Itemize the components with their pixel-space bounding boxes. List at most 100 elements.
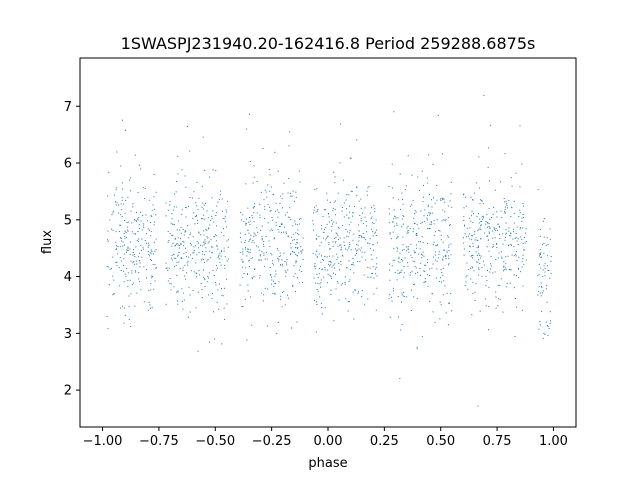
data-point	[201, 245, 203, 247]
data-point	[141, 229, 143, 231]
data-point	[407, 230, 409, 232]
data-point	[283, 290, 285, 292]
data-point	[204, 254, 206, 256]
data-point	[298, 234, 300, 236]
data-point	[389, 263, 391, 265]
data-point	[522, 258, 524, 260]
data-point	[396, 224, 398, 226]
data-point	[128, 306, 130, 308]
data-point	[404, 257, 406, 259]
data-point	[285, 271, 287, 273]
data-point	[519, 228, 521, 230]
data-point	[217, 267, 219, 269]
data-point	[252, 207, 254, 209]
data-point	[417, 176, 419, 178]
data-point	[111, 228, 113, 230]
data-point	[213, 311, 214, 313]
data-point	[469, 227, 471, 229]
data-point	[542, 244, 544, 246]
data-point	[209, 224, 211, 226]
data-point	[193, 271, 195, 273]
data-point	[296, 321, 298, 323]
data-point	[549, 311, 551, 313]
data-point	[273, 238, 275, 240]
data-point	[167, 269, 169, 271]
data-point	[167, 231, 169, 233]
data-point	[198, 231, 200, 233]
data-point	[119, 224, 121, 226]
data-point	[326, 192, 328, 194]
data-point	[240, 241, 242, 243]
data-point	[152, 253, 154, 255]
data-point	[504, 236, 506, 238]
data-point	[215, 282, 217, 284]
data-point	[241, 306, 243, 308]
data-point	[423, 270, 425, 272]
data-point	[264, 287, 266, 289]
data-point	[488, 208, 490, 210]
data-point	[348, 232, 350, 234]
data-point	[189, 311, 191, 313]
data-point	[219, 252, 221, 254]
data-point	[467, 288, 469, 290]
data-point	[499, 233, 501, 235]
data-point	[337, 226, 339, 228]
data-point	[130, 177, 132, 179]
data-point	[367, 242, 369, 244]
data-point	[502, 311, 504, 313]
data-point	[241, 259, 243, 261]
data-point	[118, 267, 120, 269]
data-point	[178, 261, 180, 263]
data-point	[424, 270, 426, 272]
data-point	[389, 316, 391, 318]
data-point	[332, 207, 334, 209]
data-point	[486, 235, 488, 237]
data-point	[519, 125, 521, 127]
data-point	[348, 245, 350, 247]
data-point	[463, 216, 465, 218]
data-point	[521, 163, 523, 165]
data-point	[549, 238, 551, 240]
data-point	[253, 221, 255, 223]
data-point	[508, 227, 510, 229]
data-point	[505, 200, 507, 202]
data-point	[440, 304, 442, 306]
data-point	[315, 211, 317, 213]
data-point	[123, 244, 125, 246]
data-point	[190, 270, 192, 272]
data-point	[246, 250, 248, 252]
data-point	[358, 236, 360, 238]
data-point	[151, 215, 153, 217]
data-point	[477, 230, 479, 232]
data-point	[496, 243, 498, 245]
data-point	[272, 264, 274, 266]
data-point	[287, 297, 289, 299]
data-point	[196, 240, 198, 242]
data-point	[324, 266, 326, 268]
data-point	[300, 217, 302, 219]
data-point	[125, 276, 127, 278]
data-point	[266, 196, 268, 198]
data-point	[485, 305, 487, 307]
data-point	[122, 270, 124, 272]
data-point	[437, 114, 439, 116]
data-point	[127, 230, 129, 232]
data-point	[319, 267, 321, 269]
data-point	[367, 298, 369, 300]
data-point	[280, 295, 282, 297]
data-point	[338, 227, 340, 229]
data-point	[132, 254, 134, 256]
data-point	[521, 261, 523, 263]
data-point	[440, 199, 442, 201]
data-point	[178, 252, 180, 254]
data-point	[179, 268, 181, 270]
data-point	[277, 216, 279, 218]
data-point	[362, 223, 364, 225]
data-point	[131, 222, 133, 224]
data-point	[275, 225, 277, 227]
data-point	[415, 234, 417, 236]
data-point	[246, 339, 248, 341]
data-point	[515, 236, 517, 238]
data-point	[328, 260, 330, 262]
data-point	[165, 267, 167, 269]
